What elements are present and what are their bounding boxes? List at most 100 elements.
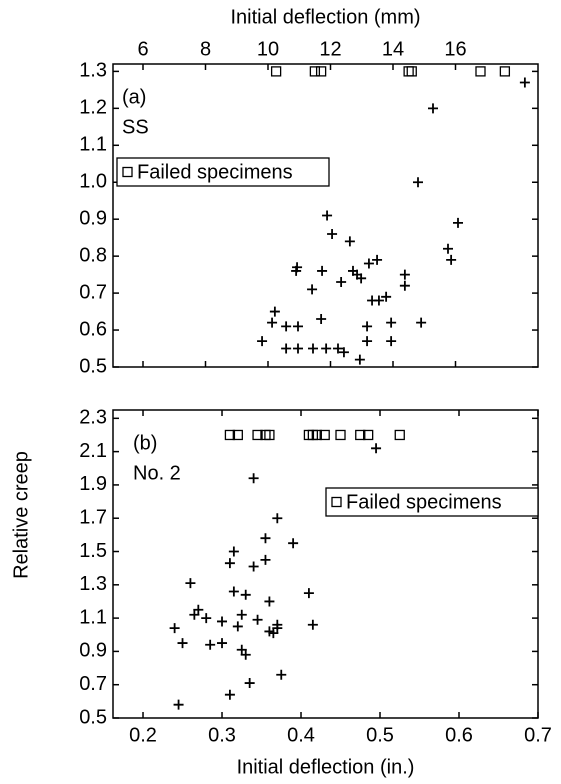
y-tick-label: 1.2 (79, 97, 107, 119)
creep-marker (244, 678, 255, 689)
y-tick-label: 2.1 (79, 440, 107, 462)
x-tick-label: 0.3 (208, 724, 236, 746)
creep-marker (217, 638, 228, 649)
failed-marker (394, 429, 405, 441)
creep-marker (399, 280, 410, 291)
failed-marker (319, 429, 330, 441)
creep-marker (267, 317, 278, 328)
creep-marker (272, 619, 283, 630)
creep-marker (453, 217, 463, 228)
creep-marker (386, 336, 397, 347)
creep-marker (185, 578, 196, 589)
creep-marker (344, 236, 355, 247)
legend-box (116, 157, 330, 187)
creep-marker (217, 616, 228, 627)
creep-marker (428, 103, 438, 114)
annotation: (b) (133, 432, 157, 454)
creep-marker (248, 561, 259, 572)
failed-marker (232, 429, 243, 441)
creep-marker (316, 313, 327, 324)
creep-marker (386, 317, 397, 328)
creep-marker (264, 596, 275, 607)
y-tick-label: 0.8 (79, 244, 107, 266)
creep-marker (416, 317, 427, 328)
failed-marker (335, 429, 346, 441)
failed-marker (406, 66, 417, 77)
creep-marker (446, 254, 457, 265)
creep-marker (333, 343, 343, 354)
plot-frame (112, 409, 539, 719)
x-tick-label: 8 (200, 38, 211, 60)
y-tick-label: 0.7 (79, 673, 107, 695)
y-tick-label: 1.0 (79, 171, 107, 193)
creep-marker (381, 291, 392, 302)
creep-marker (228, 546, 239, 557)
annotation: SS (122, 116, 149, 138)
creep-marker (336, 277, 347, 288)
y-tick-label: 1.1 (79, 134, 107, 156)
creep-marker (173, 699, 184, 710)
x-tick-label: 0.6 (445, 724, 473, 746)
legend-marker (122, 166, 133, 178)
failed-marker (499, 66, 511, 77)
plot-frame (112, 63, 539, 368)
failed-marker (363, 429, 374, 441)
creep-marker (307, 284, 318, 295)
creep-marker (248, 473, 259, 484)
creep-marker (240, 649, 251, 660)
legend-label: Failed specimens (137, 161, 293, 183)
x-tick-label: 0.5 (366, 724, 394, 746)
x-tick-label: 6 (137, 38, 148, 60)
creep-marker (281, 343, 292, 354)
y-tick-label: 1.7 (79, 506, 107, 528)
creep-marker (362, 336, 373, 347)
creep-marker (201, 613, 212, 624)
failed-marker (315, 66, 327, 77)
failed-marker (309, 66, 321, 77)
failed-marker (270, 66, 282, 77)
y-tick-label: 1.3 (79, 60, 107, 82)
creep-marker (224, 558, 235, 569)
x-axis-label: Initial deflection (mm) (230, 6, 420, 28)
annotation: No. 2 (133, 462, 181, 484)
creep-marker (236, 609, 247, 620)
x-tick-label: 10 (257, 38, 279, 60)
failed-marker (252, 429, 263, 441)
x-tick-label: 16 (444, 38, 466, 60)
creep-marker (322, 210, 333, 221)
creep-marker (205, 639, 216, 650)
creep-marker (276, 669, 287, 680)
y-tick-label: 1.5 (79, 540, 107, 562)
creep-marker (240, 589, 251, 600)
creep-marker (272, 513, 283, 524)
creep-marker (228, 586, 239, 597)
creep-marker (356, 273, 367, 284)
failed-marker (264, 429, 275, 441)
creep-marker (363, 258, 374, 269)
creep-marker (293, 321, 303, 332)
creep-marker (252, 614, 263, 625)
creep-marker (224, 689, 235, 700)
failed-marker (475, 66, 486, 77)
failed-marker (224, 429, 236, 441)
y-tick-label: 1.3 (79, 573, 107, 595)
y-tick-label: 1.9 (79, 473, 107, 495)
creep-marker (281, 321, 292, 332)
creep-marker (193, 604, 204, 615)
creep-marker (519, 77, 530, 88)
creep-marker (443, 243, 453, 254)
creep-marker (288, 538, 299, 549)
creep-marker (303, 588, 314, 599)
y-tick-label: 2.3 (79, 407, 107, 429)
y-tick-label: 0.9 (79, 640, 107, 662)
y-tick-label: 0.6 (79, 318, 107, 340)
failed-marker (403, 66, 414, 77)
creep-marker (371, 443, 382, 454)
creep-marker (177, 638, 188, 649)
x-tick-label: 0.7 (524, 724, 552, 746)
legend-marker (331, 496, 342, 508)
y-axis-label: Relative creep (10, 451, 32, 579)
creep-marker (327, 228, 338, 239)
